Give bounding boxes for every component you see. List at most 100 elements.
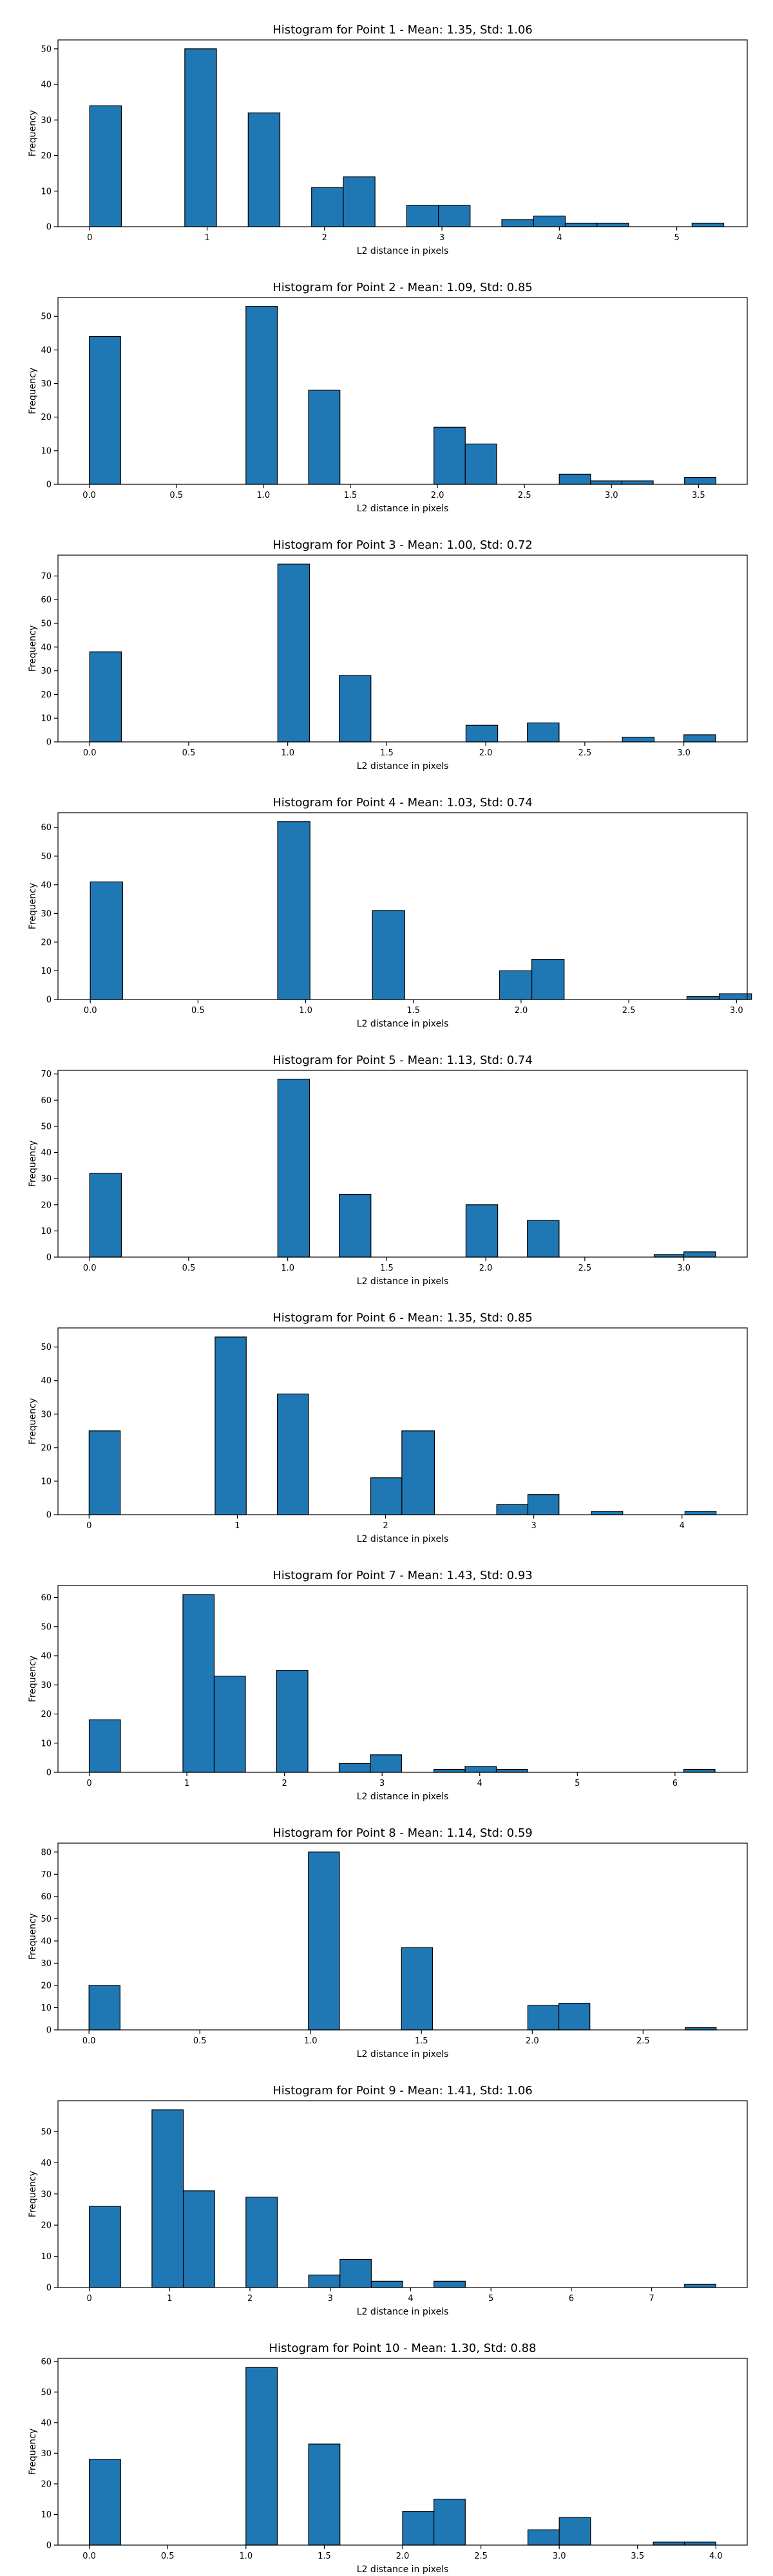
chart-3-xtick-label: 3.0 (677, 748, 691, 758)
chart-2-bar-5 (464, 443, 497, 485)
chart-2-ytick-label: 20 (41, 413, 52, 422)
chart-5-ytick-label: 70 (41, 1070, 52, 1079)
chart-5-ytick-label: 50 (41, 1122, 52, 1132)
chart-9-xtick-label: 3 (328, 2294, 333, 2304)
chart-9-ytick-label: 10 (41, 2252, 52, 2262)
chart-4-bar-4 (499, 970, 533, 1000)
chart-7-axes-frame (57, 1585, 748, 1773)
chart-2-bar-6 (558, 473, 591, 485)
chart-10-xtick-label: 2.5 (474, 2552, 488, 2561)
chart-9-bar-4 (245, 2196, 278, 2288)
chart-8-bar-5 (558, 2002, 591, 2031)
chart-2-xtick-label: 0.0 (82, 491, 96, 500)
chart-5-ytick-label: 20 (41, 1200, 52, 1210)
chart-10-xtick-label: 0.5 (161, 2552, 175, 2561)
chart-10-bar-7 (558, 2517, 591, 2546)
chart-3-ytick-label: 60 (41, 596, 52, 605)
chart-4-xtick-label: 0.5 (191, 1006, 205, 1016)
chart-2-ytick-label: 10 (41, 446, 52, 456)
chart-9-ytick-label: 40 (41, 2159, 52, 2168)
chart-2-title: Histogram for Point 2 - Mean: 1.09, Std:… (272, 281, 533, 294)
chart-6-bar-6 (496, 1504, 529, 1515)
chart-6-xtick-label: 2 (383, 1521, 388, 1531)
chart-6-bar-2 (215, 1336, 247, 1515)
chart-9-ytick-label: 30 (41, 2190, 52, 2199)
chart-1-title: Histogram for Point 1 - Mean: 1.35, Std:… (272, 23, 533, 37)
chart-10-ytick-label: 0 (46, 2541, 52, 2551)
chart-2-ytick-label: 30 (41, 379, 52, 389)
chart-7-bar-9 (495, 1768, 528, 1773)
chart-10-xtick-label: 0.0 (82, 2552, 96, 2561)
chart-8-ytick-label: 60 (41, 1892, 52, 1902)
chart-3-ytick-label: 70 (41, 572, 52, 582)
chart-10-ylabel: Frequency (28, 2429, 38, 2475)
chart-6-ytick-label: 40 (41, 1376, 52, 1386)
chart-9-bar-1 (89, 2206, 121, 2288)
chart-9-bar-8 (434, 2280, 466, 2288)
chart-5-xlabel: L2 distance in pixels (357, 1276, 449, 1287)
chart-10-ytick-label: 20 (41, 2479, 52, 2489)
chart-9-bar-5 (308, 2275, 341, 2288)
chart-4-ytick-label: 60 (41, 823, 52, 833)
chart-2-bar-4 (434, 426, 466, 485)
chart-1-ytick-label: 40 (41, 80, 52, 90)
chart-8-axes-frame (57, 1842, 748, 2031)
chart-1-xtick-label: 4 (557, 233, 562, 243)
chart-8-ytick-label: 50 (41, 1915, 52, 1924)
chart-8-xtick-label: 1.0 (304, 2036, 318, 2046)
chart-5-xtick-label: 2.5 (578, 1264, 592, 1273)
chart-7-ytick-label: 0 (46, 1768, 52, 1778)
chart-7-bar-3 (213, 1676, 246, 1773)
chart-1-bar-6 (406, 205, 439, 227)
chart-1-bar-1 (89, 105, 122, 227)
chart-3-xtick-label: 0.5 (182, 748, 196, 758)
chart-3-xtick-label: 1.5 (380, 748, 394, 758)
chart-10-xtick-label: 3.5 (631, 2552, 644, 2561)
chart-2-bar-2 (245, 305, 278, 485)
chart-7-xtick-label: 6 (673, 1779, 678, 1788)
chart-5-bar-3 (339, 1193, 372, 1258)
chart-8-xtick-label: 2.5 (636, 2036, 650, 2046)
chart-6-xtick-label: 4 (680, 1521, 685, 1531)
chart-5-xtick-label: 1.0 (281, 1264, 294, 1273)
chart-2-bar-3 (308, 390, 341, 485)
chart-1-ytick-label: 20 (41, 151, 52, 161)
chart-10-bar-2 (245, 2367, 278, 2546)
chart-7-ylabel: Frequency (28, 1656, 38, 1702)
chart-10-bar-9 (684, 2541, 716, 2546)
chart-8-bar-3 (401, 1947, 434, 2031)
chart-5-bar-7 (683, 1251, 716, 1258)
chart-2-ytick-label: 0 (46, 480, 52, 490)
chart-5-ytick-label: 30 (41, 1175, 52, 1184)
chart-7-bar-5 (338, 1763, 371, 1773)
chart-8-xtick-label: 2.0 (526, 2036, 539, 2046)
chart-2-bar-7 (590, 480, 623, 485)
chart-3-xtick-label: 2.0 (479, 748, 493, 758)
chart-9-xtick-label: 2 (247, 2294, 253, 2304)
chart-6-bar-5 (401, 1430, 435, 1515)
chart-2-ytick-label: 50 (41, 312, 52, 322)
chart-3-title: Histogram for Point 3 - Mean: 1.00, Std:… (272, 538, 533, 552)
chart-3-xtick-label: 0.0 (83, 748, 97, 758)
chart-10-title: Histogram for Point 10 - Mean: 1.30, Std… (269, 2342, 537, 2355)
chart-2-xtick-label: 3.0 (605, 491, 618, 500)
chart-8-bar-2 (308, 1852, 340, 2031)
chart-3-xtick-label: 1.0 (281, 748, 294, 758)
chart-7-xtick-label: 1 (184, 1779, 189, 1788)
chart-9-xtick-label: 5 (488, 2294, 493, 2304)
chart-6-ytick-label: 50 (41, 1343, 52, 1352)
chart-4-xtick-label: 1.0 (299, 1006, 312, 1016)
chart-3-ytick-label: 10 (41, 714, 52, 724)
chart-6-ytick-label: 20 (41, 1443, 52, 1453)
chart-3-bar-5 (527, 722, 560, 743)
chart-9-xtick-label: 0 (86, 2294, 91, 2304)
chart-5-ytick-label: 0 (46, 1253, 52, 1263)
chart-4-bar-2 (277, 821, 310, 1000)
chart-2-ytick-label: 40 (41, 346, 52, 355)
chart-6-xtick-label: 0 (86, 1521, 91, 1531)
chart-7-xtick-label: 2 (282, 1779, 287, 1788)
chart-7-bar-10 (683, 1768, 716, 1773)
chart-7-ytick-label: 30 (41, 1681, 52, 1690)
chart-3-xtick-label: 2.5 (578, 748, 592, 758)
chart-10-ytick-label: 10 (41, 2510, 52, 2520)
